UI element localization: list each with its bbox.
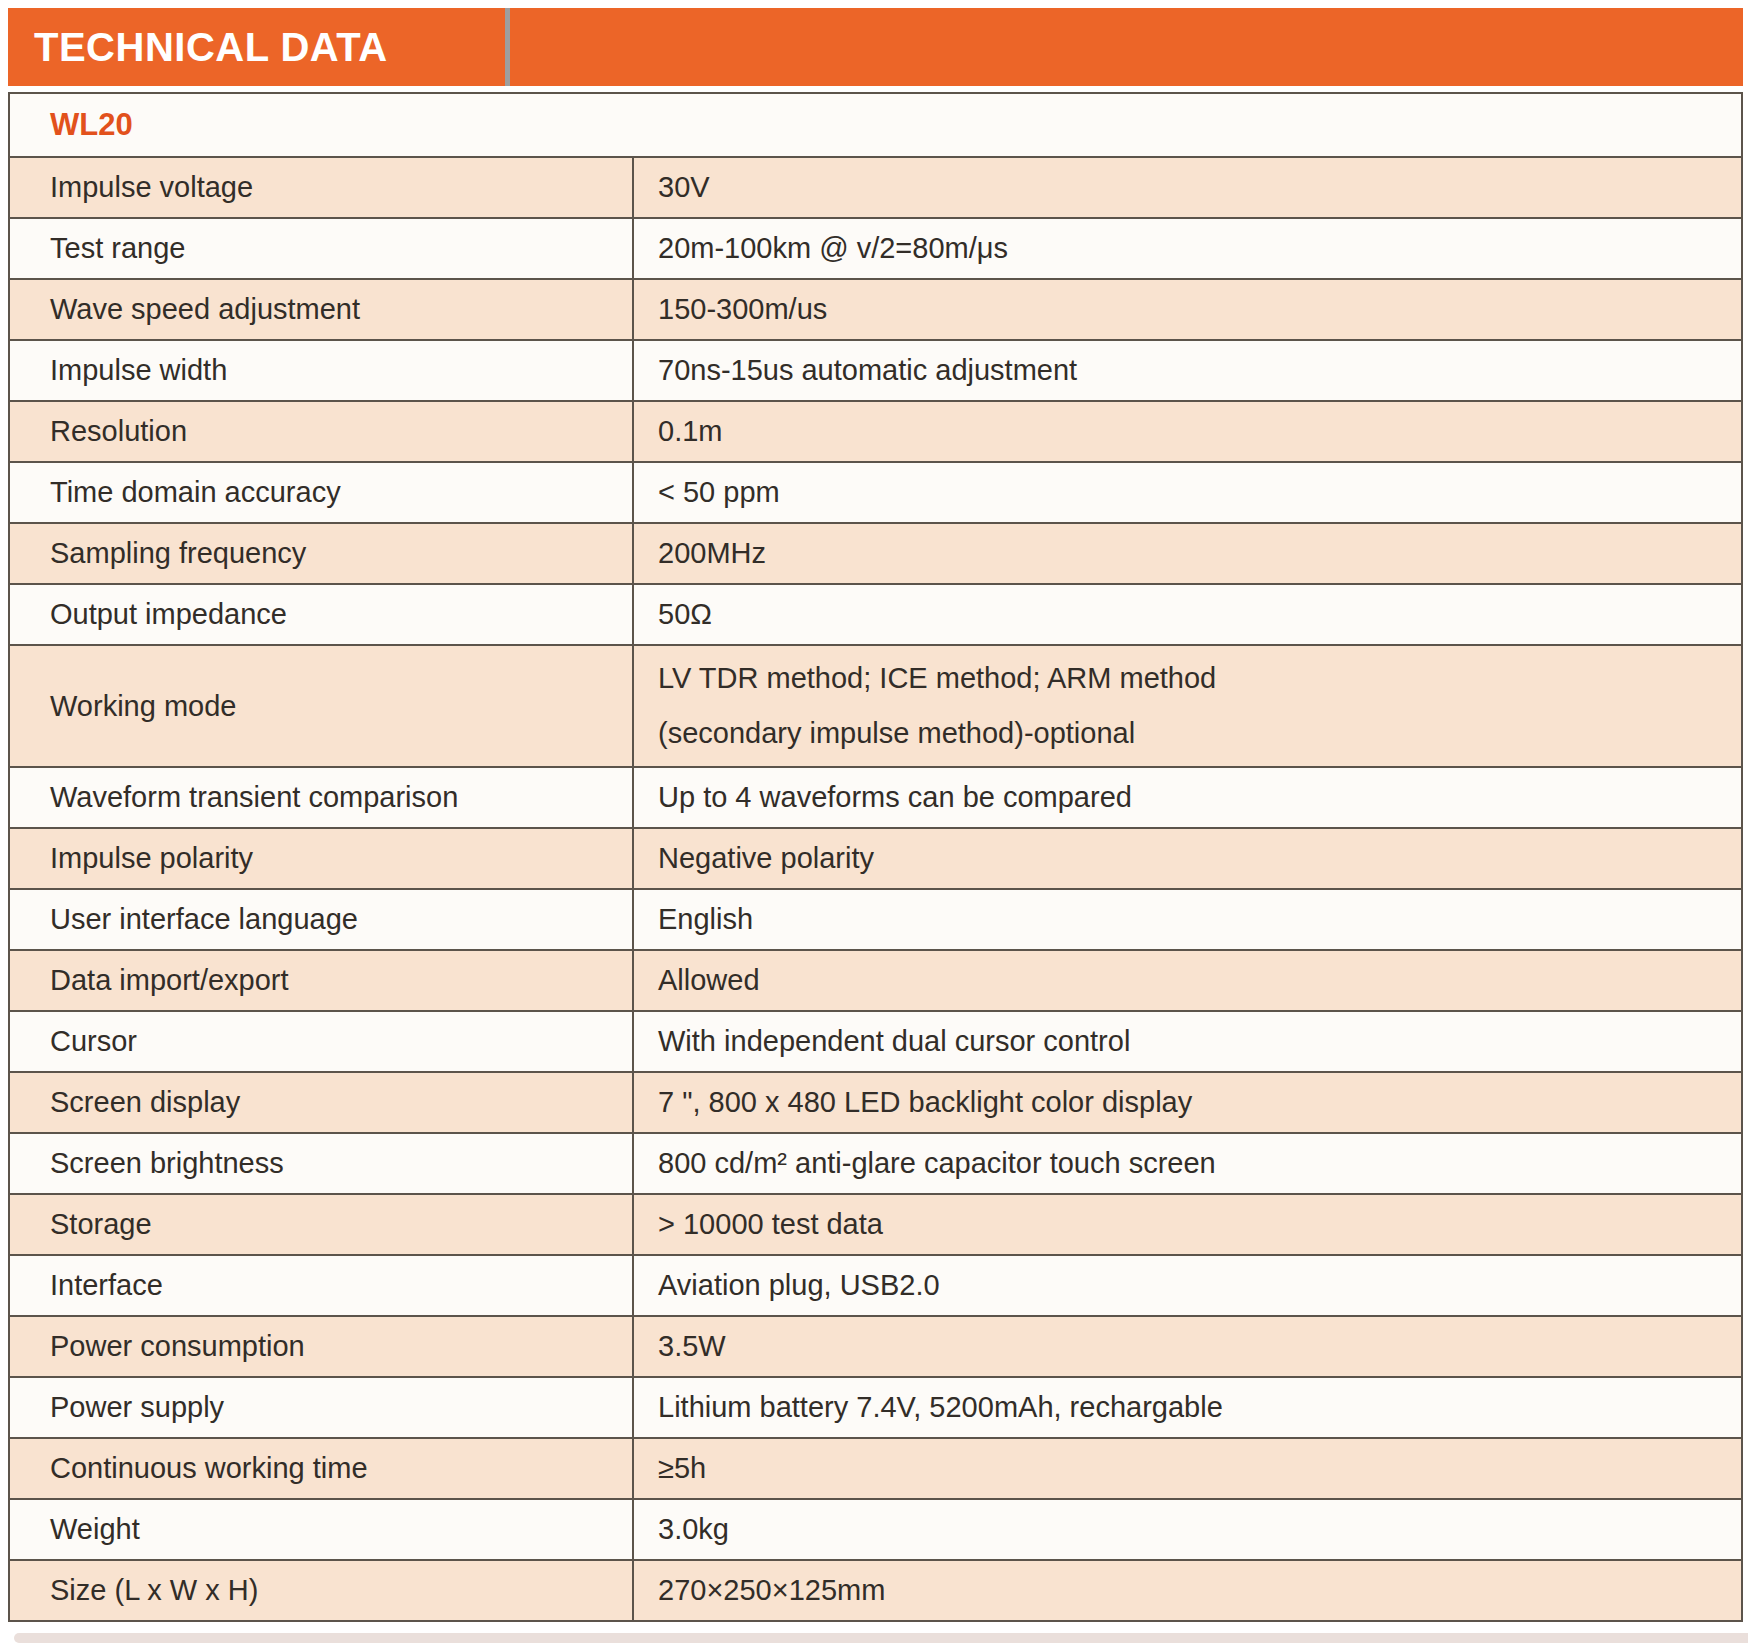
spec-label: Cursor: [10, 1012, 632, 1071]
spec-label: Impulse voltage: [10, 158, 632, 217]
spec-label: Interface: [10, 1256, 632, 1315]
table-row: Wave speed adjustment 150-300m/us: [10, 278, 1741, 339]
spec-value: Allowed: [632, 951, 1741, 1010]
table-row: Working mode LV TDR method; ICE method; …: [10, 644, 1741, 766]
table-row: Screen brightness 800 cd/m² anti-glare c…: [10, 1132, 1741, 1193]
spec-value: Lithium battery 7.4V, 5200mAh, rechargab…: [632, 1378, 1741, 1437]
spec-value: English: [632, 890, 1741, 949]
spec-value: 800 cd/m² anti-glare capacitor touch scr…: [632, 1134, 1741, 1193]
spec-value: 200MHz: [632, 524, 1741, 583]
table-row: Impulse width 70ns-15us automatic adjust…: [10, 339, 1741, 400]
table-row: Data import/export Allowed: [10, 949, 1741, 1010]
table-row: Continuous working time ≥5h: [10, 1437, 1741, 1498]
table-row: Interface Aviation plug, USB2.0: [10, 1254, 1741, 1315]
spec-label: Storage: [10, 1195, 632, 1254]
model-row: WL20: [10, 94, 1741, 156]
spec-label: Impulse width: [10, 341, 632, 400]
table-row: Power supply Lithium battery 7.4V, 5200m…: [10, 1376, 1741, 1437]
table-row: Sampling frequency 200MHz: [10, 522, 1741, 583]
banner-divider: [505, 8, 510, 86]
spec-value: 3.0kg: [632, 1500, 1741, 1559]
table-row: Cursor With independent dual cursor cont…: [10, 1010, 1741, 1071]
spec-value: > 10000 test data: [632, 1195, 1741, 1254]
table-row: User interface language English: [10, 888, 1741, 949]
spec-label: Screen display: [10, 1073, 632, 1132]
spec-value: 20m-100km @ v/2=80m/μs: [632, 219, 1741, 278]
spec-value: Aviation plug, USB2.0: [632, 1256, 1741, 1315]
spec-value: LV TDR method; ICE method; ARM method (s…: [632, 646, 1741, 766]
spec-label: Continuous working time: [10, 1439, 632, 1498]
spec-label: Output impedance: [10, 585, 632, 644]
spec-value: With independent dual cursor control: [632, 1012, 1741, 1071]
spec-label: Time domain accuracy: [10, 463, 632, 522]
spec-label: User interface language: [10, 890, 632, 949]
spec-label: Data import/export: [10, 951, 632, 1010]
spec-value: 3.5W: [632, 1317, 1741, 1376]
table-row: Storage > 10000 test data: [10, 1193, 1741, 1254]
bottom-strip: [14, 1633, 1748, 1643]
spec-label: Weight: [10, 1500, 632, 1559]
spec-label: Power consumption: [10, 1317, 632, 1376]
spec-label: Wave speed adjustment: [10, 280, 632, 339]
spec-label: Waveform transient comparison: [10, 768, 632, 827]
table-row: Waveform transient comparison Up to 4 wa…: [10, 766, 1741, 827]
spec-value: 50Ω: [632, 585, 1741, 644]
table-row: Time domain accuracy < 50 ppm: [10, 461, 1741, 522]
spec-label: Power supply: [10, 1378, 632, 1437]
table-row: Screen display 7 ", 800 x 480 LED backli…: [10, 1071, 1741, 1132]
spec-label: Test range: [10, 219, 632, 278]
table-row: Impulse voltage 30V: [10, 156, 1741, 217]
technical-data-table: WL20 Impulse voltage 30V Test range 20m-…: [8, 92, 1743, 1622]
spec-value: 70ns-15us automatic adjustment: [632, 341, 1741, 400]
spec-rows: Impulse voltage 30V Test range 20m-100km…: [10, 156, 1741, 1620]
spec-value: ≥5h: [632, 1439, 1741, 1498]
spec-value: 150-300m/us: [632, 280, 1741, 339]
spec-label: Resolution: [10, 402, 632, 461]
spec-value: 270×250×125mm: [632, 1561, 1741, 1620]
spec-label: Working mode: [10, 646, 632, 766]
table-row: Weight 3.0kg: [10, 1498, 1741, 1559]
spec-value: Up to 4 waveforms can be compared: [632, 768, 1741, 827]
spec-label: Screen brightness: [10, 1134, 632, 1193]
table-row: Impulse polarity Negative polarity: [10, 827, 1741, 888]
section-header-banner: TECHNICAL DATA: [8, 8, 1743, 86]
spec-value: < 50 ppm: [632, 463, 1741, 522]
model-name: WL20: [10, 107, 133, 143]
page-title: TECHNICAL DATA: [8, 25, 388, 70]
spec-value: 7 ", 800 x 480 LED backlight color displ…: [632, 1073, 1741, 1132]
spec-label: Size (L x W x H): [10, 1561, 632, 1620]
spec-value: Negative polarity: [632, 829, 1741, 888]
spec-value: 0.1m: [632, 402, 1741, 461]
table-row: Resolution 0.1m: [10, 400, 1741, 461]
spec-label: Impulse polarity: [10, 829, 632, 888]
spec-label: Sampling frequency: [10, 524, 632, 583]
table-row: Power consumption 3.5W: [10, 1315, 1741, 1376]
table-row: Size (L x W x H) 270×250×125mm: [10, 1559, 1741, 1620]
table-row: Test range 20m-100km @ v/2=80m/μs: [10, 217, 1741, 278]
table-row: Output impedance 50Ω: [10, 583, 1741, 644]
spec-value: 30V: [632, 158, 1741, 217]
